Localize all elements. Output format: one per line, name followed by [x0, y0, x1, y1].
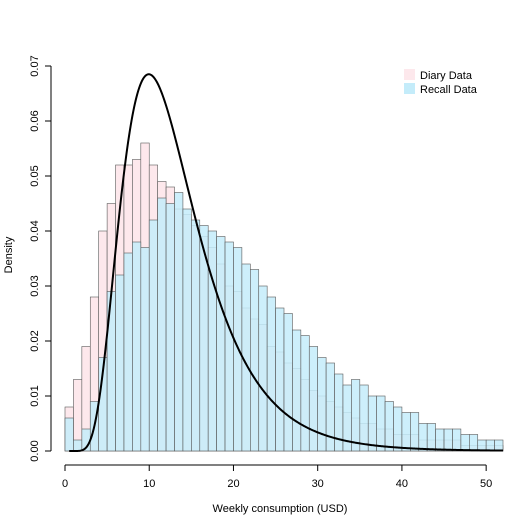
x-axis: 0 10 20 30 40 50 — [62, 464, 492, 490]
recall-bar — [266, 296, 276, 452]
recall-bar — [115, 274, 125, 452]
recall-bar — [393, 406, 403, 452]
recall-bar — [250, 269, 260, 452]
recall-bar — [426, 423, 436, 452]
recall-bar — [174, 192, 184, 452]
x-tick-label: 0 — [62, 478, 68, 490]
recall-bar — [216, 236, 226, 452]
recall-bar — [275, 307, 285, 452]
recall-bar — [359, 384, 369, 452]
recall-bar — [401, 412, 411, 452]
x-tick-label: 50 — [480, 478, 492, 490]
legend-label-diary: Diary Data — [420, 70, 473, 82]
x-tick-label: 30 — [312, 478, 324, 490]
recall-bar — [191, 219, 201, 452]
recall-bar — [132, 241, 142, 452]
y-tick-label: 0.07 — [29, 55, 41, 76]
legend-swatch-recall — [404, 83, 415, 94]
y-axis: 0.00 0.01 0.02 0.03 0.04 0.05 0.06 0.07 — [29, 55, 52, 462]
x-tick-label: 10 — [143, 478, 155, 490]
recall-bar — [308, 346, 318, 452]
y-tick-label: 0.00 — [29, 440, 41, 461]
recall-bar — [140, 247, 150, 452]
recall-bar — [418, 423, 428, 452]
legend: Diary Data Recall Data — [404, 69, 478, 96]
y-tick-label: 0.06 — [29, 110, 41, 131]
y-axis-label: Density — [3, 236, 15, 273]
recall-bar — [494, 439, 504, 452]
recall-bar — [384, 401, 394, 452]
recall-bar — [300, 335, 310, 452]
recall-bar — [317, 357, 327, 452]
recall-bar — [460, 434, 470, 452]
recall-bar — [367, 395, 377, 452]
recall-bar — [292, 329, 302, 452]
recall-bar — [157, 197, 167, 452]
y-tick-label: 0.03 — [29, 275, 41, 296]
legend-label-recall: Recall Data — [420, 84, 478, 96]
recall-bar — [351, 379, 361, 452]
recall-bar — [64, 417, 74, 452]
legend-swatch-diary — [404, 69, 415, 80]
x-tick-label: 40 — [396, 478, 408, 490]
recall-bar — [258, 285, 268, 452]
recall-bar — [182, 208, 192, 452]
recall-bar — [410, 412, 420, 452]
recall-bars — [64, 192, 504, 452]
y-tick-label: 0.05 — [29, 165, 41, 186]
recall-bar — [452, 428, 462, 452]
y-tick-label: 0.01 — [29, 385, 41, 406]
recall-bar — [148, 219, 158, 452]
x-axis-label: Weekly consumption (USD) — [213, 503, 348, 515]
recall-bar — [73, 439, 83, 452]
y-tick-label: 0.02 — [29, 330, 41, 351]
recall-bar — [283, 313, 293, 452]
recall-bar — [224, 241, 234, 452]
y-tick-label: 0.04 — [29, 220, 41, 241]
recall-bar — [123, 252, 133, 452]
recall-bar — [485, 439, 495, 452]
density-curve — [69, 73, 504, 452]
recall-bar — [207, 230, 217, 452]
recall-bar — [376, 395, 386, 452]
recall-bar — [435, 428, 445, 452]
x-tick-label: 20 — [227, 478, 239, 490]
recall-bar — [443, 428, 453, 452]
recall-bar — [469, 434, 479, 452]
recall-bar — [165, 203, 175, 452]
